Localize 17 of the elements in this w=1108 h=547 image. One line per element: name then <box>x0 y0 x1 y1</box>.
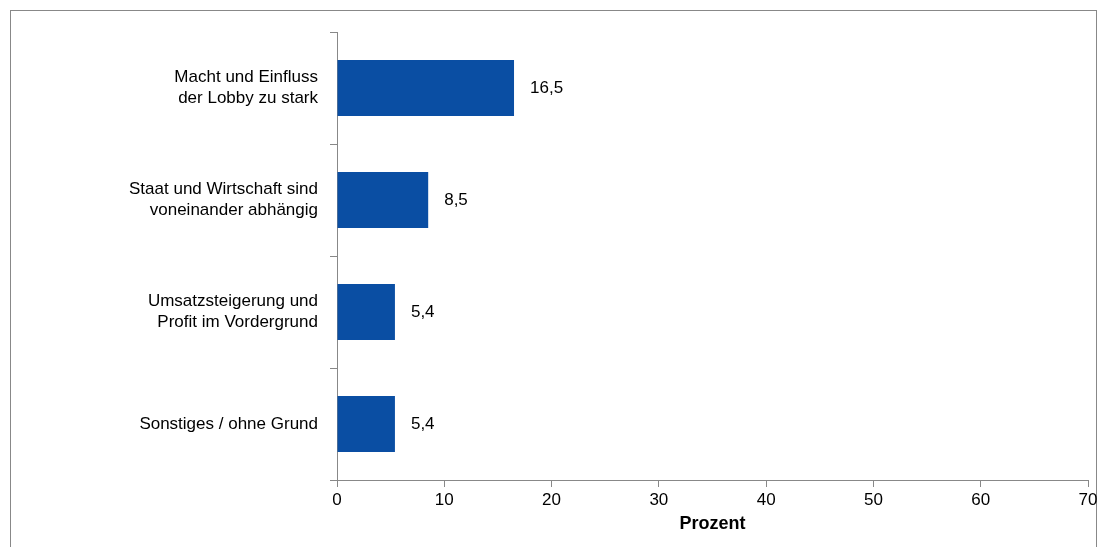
x-tick-label: 40 <box>756 489 776 509</box>
x-tick-label: 10 <box>434 489 454 509</box>
y-tick-label: Umsatzsteigerung und Profit im Vordergrund <box>147 291 318 331</box>
data-label: 16,5 <box>530 77 564 97</box>
x-tick-label: 50 <box>863 489 883 509</box>
x-tick-label: 60 <box>971 489 991 509</box>
y-tick-label: Staat und Wirtschaft sind voneinander abhängig <box>129 179 318 219</box>
x-tick-label: 30 <box>649 489 669 509</box>
x-axis-title: Prozent <box>679 513 746 534</box>
data-label: 5,4 <box>410 413 435 433</box>
y-tick-label: Macht und Einfluss der Lobby zu stark <box>174 67 319 107</box>
data-label: 5,4 <box>410 301 435 321</box>
data-label: 8,5 <box>444 189 468 209</box>
y-tick-label: Sonstiges / ohne Grund <box>139 413 318 433</box>
x-tick-label: 20 <box>542 489 562 509</box>
x-tick-label: 70 <box>1078 489 1098 509</box>
x-tick-label: 0 <box>332 489 342 509</box>
